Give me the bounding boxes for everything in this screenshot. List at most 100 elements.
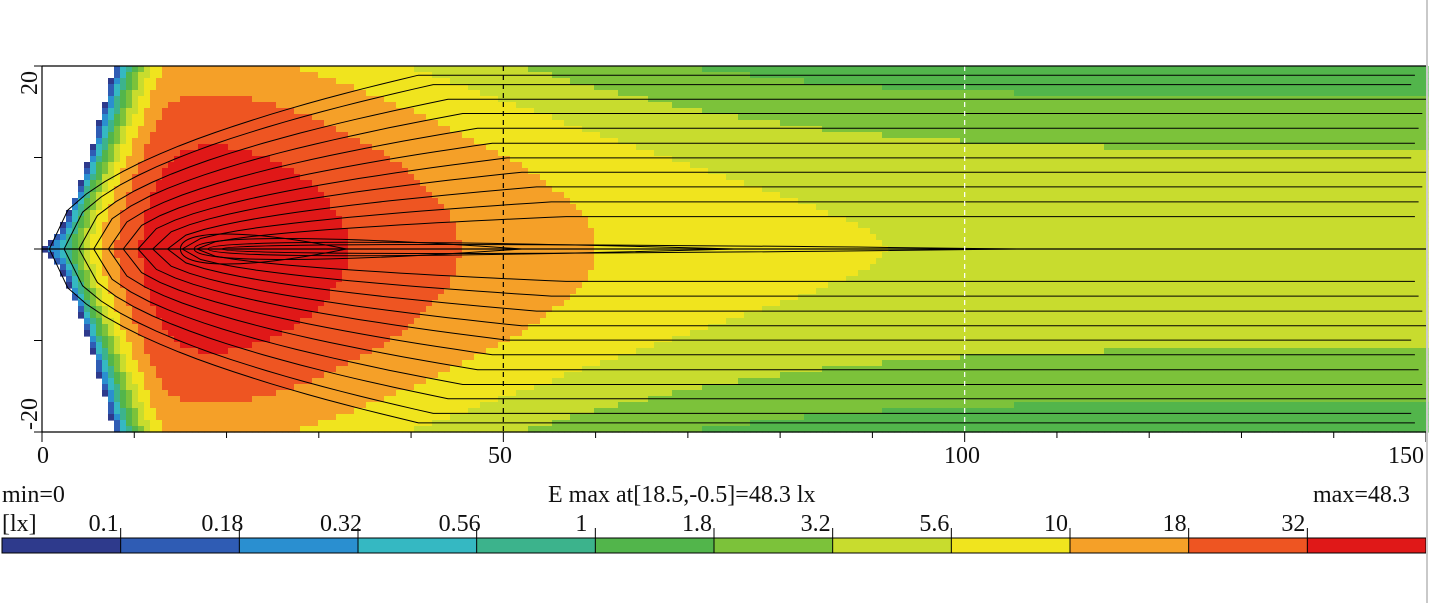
heatmap-cell xyxy=(372,228,379,235)
heatmap-cell xyxy=(84,240,91,247)
heatmap-cell xyxy=(558,324,565,331)
heatmap-cell xyxy=(348,312,355,319)
heatmap-cell xyxy=(156,168,163,175)
heatmap-cell xyxy=(252,126,259,133)
heatmap-cell xyxy=(222,66,229,73)
heatmap-cell xyxy=(426,282,433,289)
heatmap-cell xyxy=(510,312,517,319)
heatmap-cell xyxy=(522,114,529,121)
heatmap-cell xyxy=(480,300,487,307)
heatmap-cell xyxy=(306,294,313,301)
heatmap-cell xyxy=(312,330,319,337)
heatmap-cell xyxy=(552,336,559,343)
heatmap-cell xyxy=(546,324,553,331)
heatmap-cell xyxy=(546,282,553,289)
heatmap-cell xyxy=(546,222,553,229)
heatmap-cell xyxy=(318,372,325,379)
heatmap-cell xyxy=(414,174,421,181)
heatmap-cell xyxy=(312,72,319,79)
heatmap-cell xyxy=(234,402,241,409)
heatmap-cell xyxy=(258,96,265,103)
heatmap-cell xyxy=(264,276,271,283)
heatmap-cell xyxy=(318,222,325,229)
heatmap-cell xyxy=(384,72,391,79)
heatmap-cell xyxy=(372,240,379,247)
heatmap-cell xyxy=(456,186,463,193)
heatmap-cell xyxy=(366,288,373,295)
heatmap-cell xyxy=(390,420,397,427)
heatmap-cell xyxy=(162,114,169,121)
heatmap-cell xyxy=(216,222,223,229)
heatmap-cell xyxy=(492,360,499,367)
heatmap-cell xyxy=(564,300,571,307)
heatmap-cell xyxy=(558,264,565,271)
heatmap-cell xyxy=(102,174,109,181)
heatmap-cell xyxy=(540,294,547,301)
heatmap-cell xyxy=(348,132,355,139)
heatmap-cell xyxy=(516,384,523,391)
heatmap-cell xyxy=(192,72,199,79)
heatmap-cell xyxy=(540,306,547,313)
heatmap-cell xyxy=(216,414,223,421)
heatmap-cell xyxy=(312,390,319,397)
heatmap-cell xyxy=(516,372,523,379)
heatmap-cell xyxy=(96,342,103,349)
heatmap-cell xyxy=(168,102,175,109)
heatmap-cell xyxy=(408,426,415,433)
heatmap-cell xyxy=(342,288,349,295)
heatmap-cell xyxy=(552,294,559,301)
heatmap-cell xyxy=(534,264,541,271)
heatmap-cell xyxy=(192,378,199,385)
heatmap-cell xyxy=(144,240,151,247)
heatmap-cell xyxy=(486,384,493,391)
heatmap-cell xyxy=(102,378,109,385)
heatmap-cell xyxy=(504,312,511,319)
heatmap-cell xyxy=(480,162,487,169)
heatmap-cell xyxy=(180,78,187,85)
heatmap-cell xyxy=(228,192,235,199)
heatmap-cell xyxy=(492,210,499,217)
heatmap-cell xyxy=(210,306,217,313)
heatmap-cell xyxy=(390,180,397,187)
heatmap-cell xyxy=(210,240,217,247)
heatmap-cell xyxy=(486,378,493,385)
heatmap-cell xyxy=(384,180,391,187)
heatmap-cell xyxy=(288,144,295,151)
heatmap-cell xyxy=(270,318,277,325)
heatmap-cell xyxy=(210,108,217,115)
heatmap-cell xyxy=(390,342,397,349)
heatmap-cell xyxy=(390,372,397,379)
heatmap-cell xyxy=(294,216,301,223)
heatmap-cell xyxy=(306,84,313,91)
heatmap-cell xyxy=(312,372,319,379)
heatmap-cell xyxy=(306,372,313,379)
heatmap-cell xyxy=(282,390,289,397)
heatmap-cell xyxy=(156,294,163,301)
heatmap-cell xyxy=(384,216,391,223)
heatmap-cell xyxy=(408,90,415,97)
heatmap-cell xyxy=(534,384,541,391)
heatmap-cell xyxy=(546,198,553,205)
heatmap-cell xyxy=(552,204,559,211)
heatmap-cell xyxy=(144,372,151,379)
heatmap-cell xyxy=(384,324,391,331)
heatmap-cell xyxy=(510,228,517,235)
heatmap-cell xyxy=(324,96,331,103)
heatmap-cell xyxy=(240,162,247,169)
heatmap-cell xyxy=(342,324,349,331)
heatmap-cell xyxy=(348,390,355,397)
heatmap-cell xyxy=(402,198,409,205)
heatmap-cell xyxy=(318,162,325,169)
heatmap-cell xyxy=(336,348,343,355)
heatmap-cell xyxy=(204,126,211,133)
heatmap-cell xyxy=(228,132,235,139)
heatmap-cell xyxy=(264,294,271,301)
heatmap-cell xyxy=(102,192,109,199)
heatmap-cell xyxy=(192,138,199,145)
heatmap-cell xyxy=(492,414,499,421)
heatmap-cell xyxy=(306,108,313,115)
heatmap-cell xyxy=(456,360,463,367)
heatmap-cell xyxy=(372,306,379,313)
heatmap-cell xyxy=(372,264,379,271)
heatmap-cell xyxy=(552,372,559,379)
